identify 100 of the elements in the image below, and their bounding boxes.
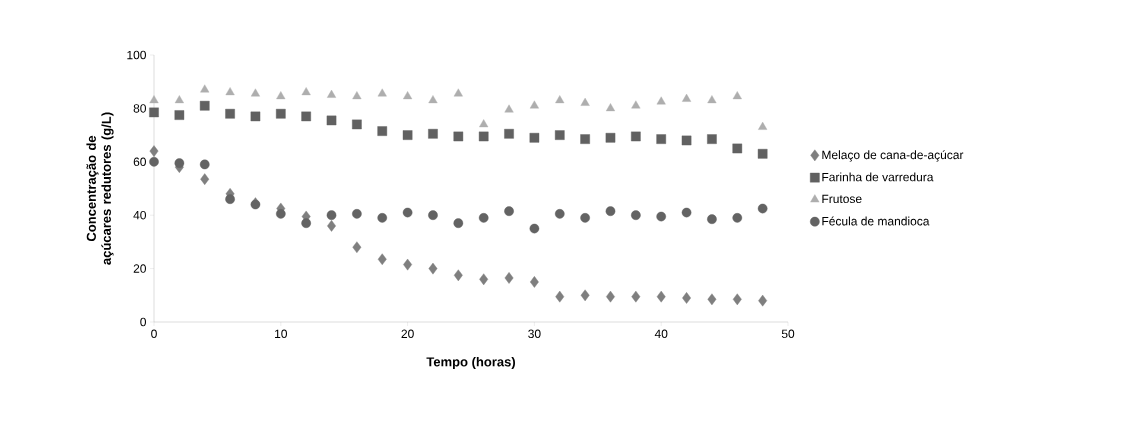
- y-tick-label: 0: [140, 317, 147, 327]
- point: [707, 95, 717, 104]
- y-tick-label: 40: [133, 210, 146, 220]
- point: [554, 209, 565, 219]
- point: [707, 134, 717, 144]
- point: [631, 131, 641, 142]
- point: [732, 143, 743, 154]
- x-tick-label: 50: [781, 329, 795, 339]
- point: [326, 89, 337, 98]
- point: [149, 107, 159, 118]
- point: [327, 220, 336, 232]
- point: [453, 218, 464, 229]
- point: [682, 292, 691, 304]
- point: [149, 145, 159, 157]
- point: [707, 293, 717, 306]
- point: [352, 209, 362, 219]
- point: [757, 148, 768, 159]
- point: [656, 134, 666, 144]
- point: [200, 84, 210, 93]
- point: [225, 87, 235, 96]
- point: [555, 290, 565, 303]
- point: [580, 134, 590, 144]
- point: [707, 214, 717, 225]
- x-tick-label: 0: [151, 329, 157, 339]
- point: [174, 95, 184, 104]
- point: [149, 157, 159, 167]
- point: [580, 289, 590, 302]
- y-tick-label: 100: [127, 50, 146, 60]
- point: [656, 290, 666, 303]
- x-tick-label: 40: [654, 329, 668, 339]
- point: [301, 111, 311, 122]
- point: [326, 210, 337, 220]
- point: [681, 135, 692, 146]
- point: [250, 111, 261, 122]
- point: [402, 207, 413, 218]
- point: [174, 110, 185, 120]
- legend-label: Frutose: [822, 194, 862, 204]
- point: [631, 210, 641, 220]
- point: [402, 130, 413, 140]
- point: [504, 128, 514, 139]
- y-tick-label: 80: [133, 104, 146, 113]
- point: [504, 104, 514, 113]
- point: [453, 131, 464, 142]
- point: [681, 207, 692, 218]
- point: [301, 218, 311, 229]
- point: [174, 158, 185, 168]
- point: [554, 130, 565, 140]
- y-axis-title: Concentração de açúcares redutores (g/L): [86, 112, 114, 265]
- point: [478, 131, 489, 142]
- point: [529, 132, 540, 143]
- point: [428, 262, 438, 275]
- point: [326, 115, 337, 126]
- y-tick-label: 20: [133, 264, 146, 273]
- point: [555, 95, 565, 104]
- point: [529, 223, 540, 234]
- x-tick-label: 30: [528, 329, 541, 339]
- legend-label: Farinha de varredura: [822, 172, 934, 182]
- point: [149, 95, 159, 104]
- point: [504, 206, 514, 216]
- point: [352, 119, 362, 130]
- point: [758, 121, 768, 130]
- point: [758, 294, 768, 307]
- point: [631, 100, 641, 109]
- point: [530, 276, 539, 288]
- point: [250, 88, 260, 97]
- legend-label: Melaço de cana-de-açúcar: [822, 150, 964, 162]
- point: [504, 272, 514, 284]
- point: [276, 209, 286, 219]
- point: [377, 253, 387, 266]
- point: [682, 93, 692, 102]
- point: [605, 103, 616, 112]
- x-tick-label: 20: [401, 329, 414, 339]
- point: [200, 173, 210, 185]
- point: [225, 194, 235, 204]
- point: [403, 91, 413, 100]
- y-tick-label: 60: [133, 157, 146, 167]
- point: [377, 126, 388, 136]
- point: [199, 159, 210, 170]
- point: [529, 100, 539, 109]
- point: [428, 128, 438, 139]
- point: [276, 108, 286, 119]
- legend-label: Fécula de mandioca: [822, 216, 930, 226]
- point: [352, 91, 362, 100]
- point: [199, 100, 210, 111]
- point: [757, 203, 768, 214]
- point: [225, 108, 235, 119]
- point: [656, 211, 666, 222]
- x-axis-title: Tempo (horas): [426, 356, 516, 370]
- point: [732, 213, 743, 223]
- point: [656, 96, 666, 105]
- point: [352, 241, 362, 254]
- point: [301, 87, 311, 96]
- point: [631, 290, 641, 303]
- point: [403, 258, 413, 271]
- point: [732, 91, 742, 100]
- point: [428, 210, 438, 220]
- point: [732, 293, 742, 306]
- point: [605, 132, 616, 143]
- point: [428, 95, 438, 104]
- x-tick-label: 10: [275, 329, 288, 339]
